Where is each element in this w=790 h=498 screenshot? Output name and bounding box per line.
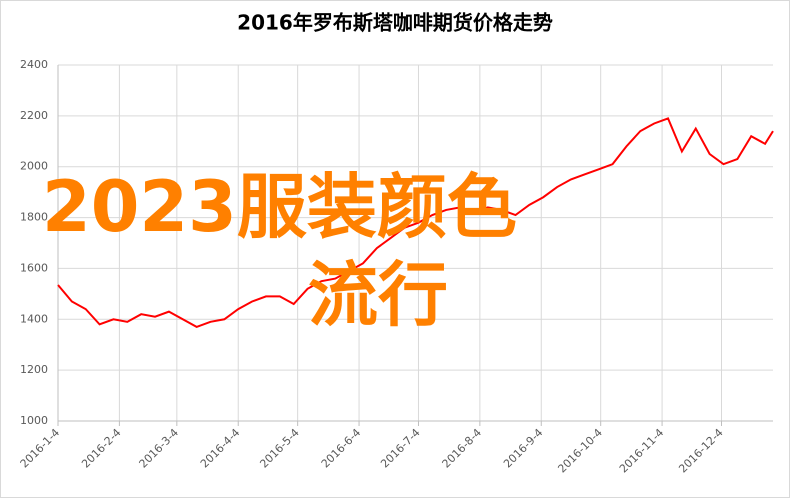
y-tick-label: 1000 — [20, 414, 48, 427]
y-tick-label: 1600 — [20, 261, 48, 274]
y-tick-label: 1200 — [20, 363, 48, 376]
y-tick-label: 2200 — [20, 109, 48, 122]
chart-title: 2016年罗布斯塔咖啡期货价格走势 — [237, 11, 553, 35]
y-tick-label: 2400 — [20, 58, 48, 71]
overlay-text: 2023服装颜色 — [42, 166, 517, 248]
y-tick-label: 1800 — [20, 211, 48, 224]
line — [57, 117, 774, 329]
y-tick-label: 1400 — [20, 312, 48, 325]
y-tick-label: 2000 — [20, 160, 48, 173]
overlay-text: 流行 — [308, 254, 448, 336]
